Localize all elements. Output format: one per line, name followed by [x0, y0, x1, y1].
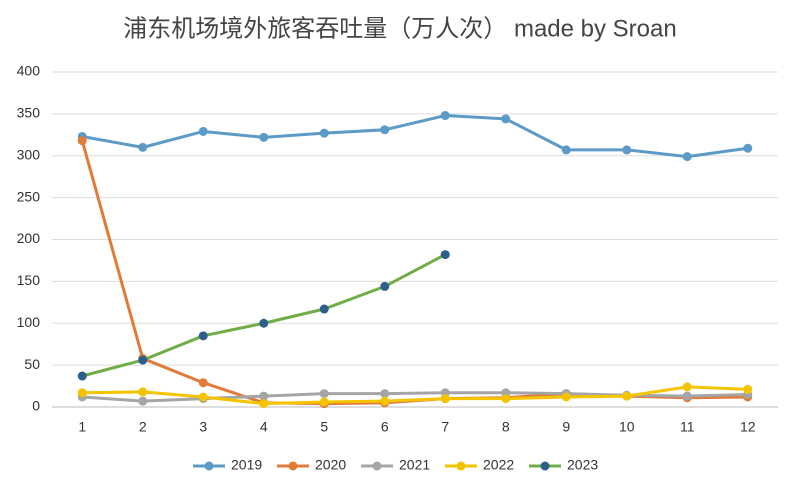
data-point [138, 355, 148, 365]
data-point [319, 304, 329, 314]
legend-label: 2019 [231, 457, 262, 473]
data-point [743, 143, 753, 153]
y-tick-label: 250 [17, 188, 41, 204]
data-point [682, 382, 692, 392]
data-point [77, 388, 87, 398]
data-point [380, 125, 390, 135]
data-point [319, 389, 329, 399]
y-tick-label: 150 [17, 272, 41, 288]
data-point [440, 111, 450, 121]
y-tick-label: 300 [17, 146, 41, 162]
data-point [198, 331, 208, 341]
data-point [622, 145, 632, 155]
data-point [380, 281, 390, 291]
legend-marker [456, 461, 466, 471]
legend-marker [204, 461, 214, 471]
legend-label: 2022 [483, 457, 514, 473]
data-point [198, 378, 208, 388]
legend-label: 2020 [315, 457, 346, 473]
legend-marker [372, 461, 382, 471]
legend-marker [288, 461, 298, 471]
data-point [259, 391, 269, 401]
y-tick-label: 200 [17, 230, 41, 246]
data-point [743, 384, 753, 394]
x-tick-label: 5 [320, 419, 328, 435]
series-line [82, 385, 748, 406]
data-point [622, 391, 632, 401]
data-point [259, 132, 269, 142]
y-tick-label: 350 [17, 105, 41, 121]
data-point [561, 392, 571, 402]
x-tick-label: 7 [441, 419, 449, 435]
data-point [138, 396, 148, 406]
data-point [138, 387, 148, 397]
x-tick-label: 10 [619, 419, 635, 435]
x-tick-label: 6 [381, 419, 389, 435]
data-point [259, 399, 269, 409]
y-tick-label: 0 [32, 398, 40, 414]
chart-title: 浦东机场境外旅客吞吐量（万人次） made by Sroan [123, 15, 676, 42]
data-point [319, 128, 329, 138]
data-point [259, 318, 269, 328]
data-point [501, 394, 511, 404]
data-point [198, 392, 208, 402]
x-tick-label: 1 [78, 419, 86, 435]
data-point [440, 250, 450, 260]
x-tick-label: 9 [562, 419, 570, 435]
y-tick-label: 400 [17, 63, 41, 79]
data-point [198, 126, 208, 136]
data-point [319, 397, 329, 407]
data-point [440, 394, 450, 404]
y-tick-label: 50 [24, 356, 40, 372]
data-point [501, 114, 511, 124]
y-tick-label: 100 [17, 314, 41, 330]
data-point [682, 152, 692, 162]
x-tick-label: 11 [680, 419, 695, 435]
data-point [138, 142, 148, 152]
x-tick-label: 2 [139, 419, 147, 435]
legend-marker [540, 461, 550, 471]
data-point [682, 391, 692, 401]
data-point [380, 396, 390, 406]
x-tick-label: 4 [260, 419, 268, 435]
legend-label: 2021 [399, 457, 430, 473]
x-tick-label: 8 [502, 419, 510, 435]
series-line [81, 114, 748, 159]
data-point [77, 371, 87, 381]
data-point [561, 145, 571, 155]
x-tick-label: 12 [740, 419, 756, 435]
x-tick-label: 3 [199, 419, 207, 435]
legend-label: 2023 [567, 457, 598, 473]
data-point [77, 136, 87, 146]
data-point [380, 389, 390, 399]
